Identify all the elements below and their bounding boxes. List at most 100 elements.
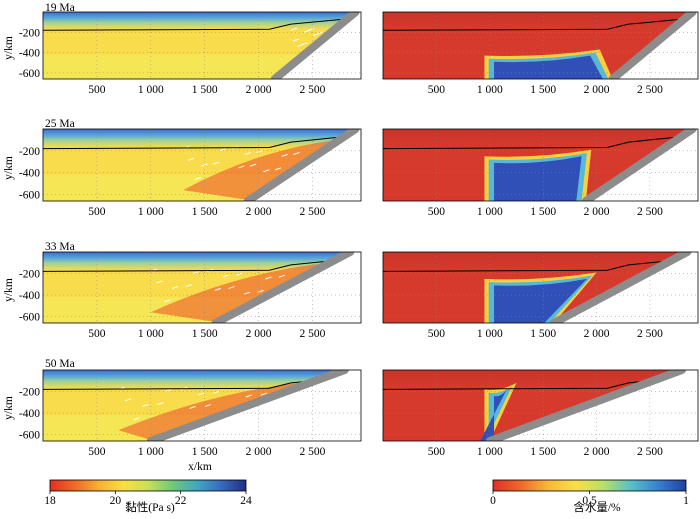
row-label-1: 19 Ma (45, 2, 75, 14)
x-tick-label: 500 (428, 328, 446, 340)
x-tick-label: 500 (88, 328, 106, 340)
colorbar-tick-label: 1 (683, 495, 689, 507)
flow-arrow (307, 27, 315, 31)
colorbar-tick-label: 24 (240, 495, 252, 507)
flow-arrow (142, 403, 149, 407)
y-tick-label: -600 (19, 189, 40, 201)
top-band (383, 370, 698, 389)
y-tick-label: -600 (19, 430, 40, 442)
boundary-line (43, 18, 345, 31)
hydrated-core (494, 278, 587, 323)
x-tick-label: 2 500 (300, 446, 326, 458)
flow-arrow (244, 151, 252, 155)
flow-arrow (193, 270, 200, 274)
x-tick-label: 1 000 (138, 206, 164, 218)
x-tick-label: 500 (88, 84, 106, 96)
x-tick-label: 2 500 (637, 328, 663, 340)
flow-arrow (164, 299, 171, 303)
weak-zone (183, 138, 351, 200)
x-tick-label: 2 000 (246, 328, 272, 340)
flow-arrow (301, 42, 308, 46)
flow-arrow (290, 27, 298, 31)
x-tick-label: 1 000 (477, 328, 503, 340)
flow-arrow (133, 417, 140, 421)
x-tick-label: 1 000 (138, 328, 164, 340)
flow-arrow (213, 390, 220, 394)
y-tick-label: -600 (19, 68, 40, 80)
flow-arrow (238, 165, 245, 169)
slab (146, 370, 349, 441)
panel-frame (42, 128, 362, 202)
slab (549, 252, 692, 323)
slab (270, 12, 360, 79)
hydrated-core (480, 389, 507, 441)
flow-arrow (281, 153, 288, 157)
y-tick-label: -200 (19, 387, 40, 399)
flow-arrow (256, 150, 263, 154)
row-label-2: 25 Ma (45, 118, 75, 130)
flow-arrow (124, 398, 132, 402)
flow-arrow (274, 167, 282, 171)
panel-visc-2 (43, 129, 361, 201)
flow-arrow (187, 157, 195, 161)
flow-arrow (194, 177, 201, 180)
colorbar-tick-label: 0.5 (582, 495, 597, 507)
y-tick-label: -400 (19, 290, 40, 302)
colorbar-tick-label: 0 (490, 495, 496, 507)
y-axis-label-1: y/km (3, 36, 15, 60)
panel-frame (42, 369, 362, 442)
colorbars-group: 18 20 22 24 0 0.5 1 (44, 479, 689, 507)
colorbar-tick-label: 22 (175, 495, 187, 507)
row-label-3: 33 Ma (45, 241, 75, 253)
flow-arrow (292, 38, 299, 42)
slab (608, 12, 697, 79)
flow-arrow (185, 284, 192, 288)
colorbar-0 (49, 479, 247, 492)
boundary-line (43, 259, 345, 272)
flow-arrow (157, 402, 164, 406)
x-tick-label: 500 (428, 206, 446, 218)
flow-arrow (171, 285, 179, 289)
x-tick-label: 1 000 (477, 206, 503, 218)
flow-arrow (265, 276, 272, 280)
flow-arrow (293, 152, 300, 156)
y-tick-label: -400 (19, 168, 40, 180)
y-axis-label-2: y/km (3, 156, 15, 180)
x-tick-label: 2 500 (300, 206, 326, 218)
y-tick-label: -600 (19, 312, 40, 324)
x-tick-label: 2 500 (300, 328, 326, 340)
flow-arrow (219, 148, 227, 152)
slab (243, 129, 360, 201)
y-tick-label: -200 (19, 27, 40, 39)
x-tick-label: 2 500 (637, 84, 663, 96)
panels-group: 500 1 000 1 500 2 000 2 500 -200 -400 -600 500 1 … (19, 11, 699, 458)
x-tick-label: 2 000 (584, 446, 610, 458)
lithosphere-band (43, 370, 361, 389)
x-tick-label: 1 500 (530, 446, 556, 458)
flow-arrow (245, 394, 252, 398)
x-axis-label: x/km (188, 461, 212, 473)
flow-arrow (263, 169, 270, 173)
x-tick-label: 1 500 (192, 84, 218, 96)
x-tick-label: 1 000 (477, 446, 503, 458)
top-band (383, 12, 698, 30)
flow-arrow (260, 392, 267, 396)
boundary-line (383, 259, 683, 272)
flow-arrow (213, 161, 220, 165)
flow-arrow (222, 274, 229, 278)
x-tick-label: 1 000 (477, 84, 503, 96)
x-tick-label: 1 500 (530, 84, 556, 96)
x-tick-label: 2 000 (584, 206, 610, 218)
x-tick-label: 2 500 (300, 84, 326, 96)
x-tick-label: 500 (88, 206, 106, 218)
top-band (383, 252, 698, 271)
flow-arrow (228, 286, 235, 290)
panel-frame (382, 11, 699, 80)
x-tick-label: 1 000 (138, 446, 164, 458)
panel-visc-3 (43, 252, 361, 323)
panel-water-2 (383, 129, 698, 201)
boundary-line (43, 136, 345, 150)
top-band (383, 129, 698, 148)
flow-arrow (236, 272, 243, 276)
lithosphere-band (43, 252, 361, 271)
